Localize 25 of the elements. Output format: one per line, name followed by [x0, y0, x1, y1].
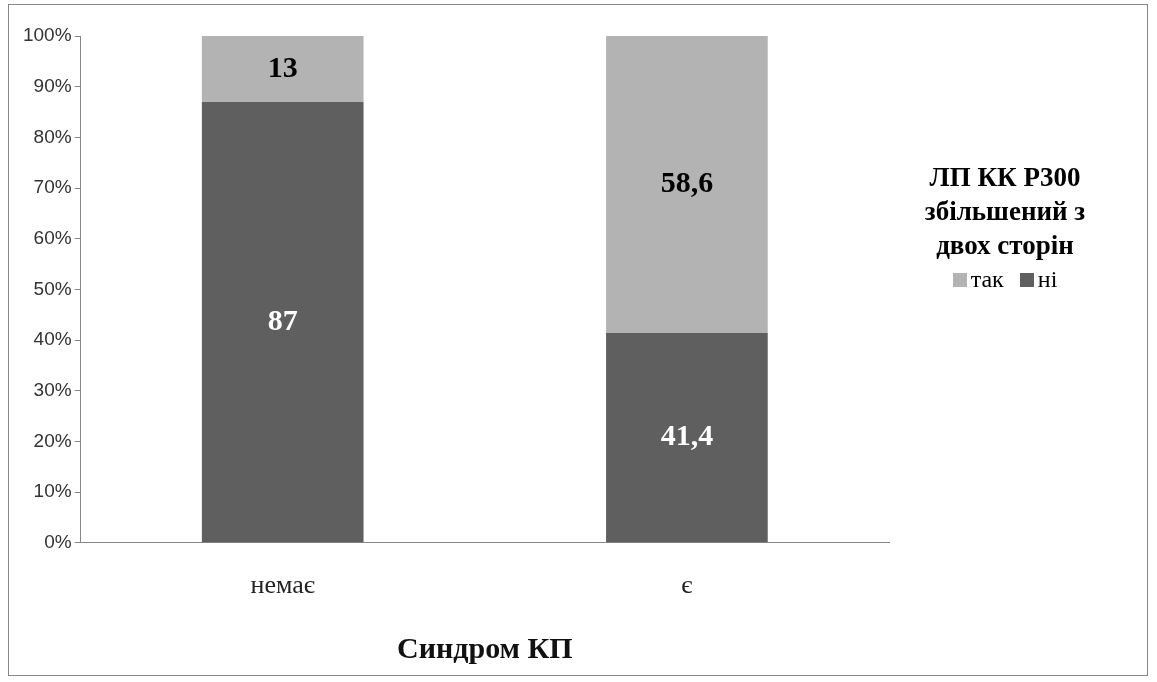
y-tick-label: 100% — [22, 24, 72, 46]
y-tick-label: 60% — [33, 226, 72, 248]
bar — [606, 36, 768, 333]
bar — [606, 332, 768, 543]
data-label: 41,4 — [660, 418, 714, 452]
y-tick-label: 80% — [33, 125, 72, 147]
data-label: 13 — [267, 49, 298, 83]
y-tick-label: 40% — [33, 328, 72, 350]
bar — [201, 101, 364, 543]
data-label: 87 — [267, 302, 298, 336]
x-tick-label: є — [681, 570, 693, 600]
y-tick-label: 0% — [44, 531, 72, 553]
x-axis-title: Синдром КП — [397, 630, 573, 664]
legend-label: ні — [1036, 266, 1058, 293]
y-tick-label: 10% — [33, 480, 72, 502]
data-label: 58,6 — [660, 165, 714, 199]
bar — [201, 36, 364, 102]
y-tick-label: 70% — [33, 176, 72, 198]
x-tick-label: немає — [250, 570, 315, 600]
y-tick-label: 30% — [33, 378, 72, 400]
legend-label: так — [969, 266, 1004, 293]
y-tick-label: 20% — [33, 429, 72, 451]
y-tick-label: 90% — [33, 74, 72, 96]
y-tick-label: 50% — [33, 277, 72, 299]
legend-title: ЛП КК Р300 збільшений з двох сторін — [923, 161, 1087, 262]
